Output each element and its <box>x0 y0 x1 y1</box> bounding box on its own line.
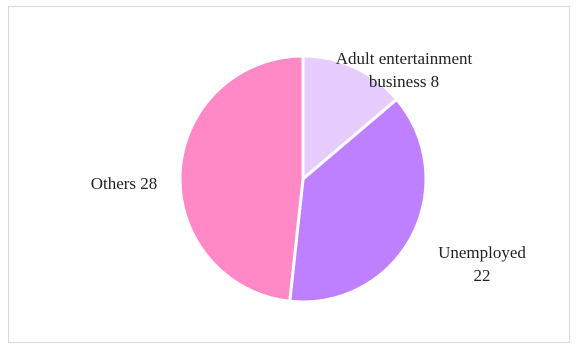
pie-slice-adult-entertainment-business <box>301 54 399 181</box>
pie-chart: Adult entertainment business 8 Unemployed 2… <box>91 49 527 304</box>
slice-label-line: business 8 <box>369 72 439 91</box>
slice-label-line: Unemployed <box>438 243 526 262</box>
slice-label-line: Others 28 <box>91 174 158 193</box>
slice-label-adult-entertainment-business: Adult entertainment business 8 <box>336 49 473 91</box>
slice-label-unemployed: Unemployed 22 <box>438 243 526 285</box>
slice-label-line: 22 <box>474 266 491 285</box>
slice-label-line: Adult entertainment <box>336 49 473 68</box>
chart-frame: Adult entertainment business 8 Unemployed 2… <box>8 6 570 343</box>
pie-slices <box>178 54 428 304</box>
pie-labels: Adult entertainment business 8 Unemployed 2… <box>91 49 527 285</box>
pie-slice-unemployed <box>288 97 428 304</box>
slice-label-others: Others 28 <box>91 174 158 193</box>
pie-slice-others <box>178 54 305 303</box>
